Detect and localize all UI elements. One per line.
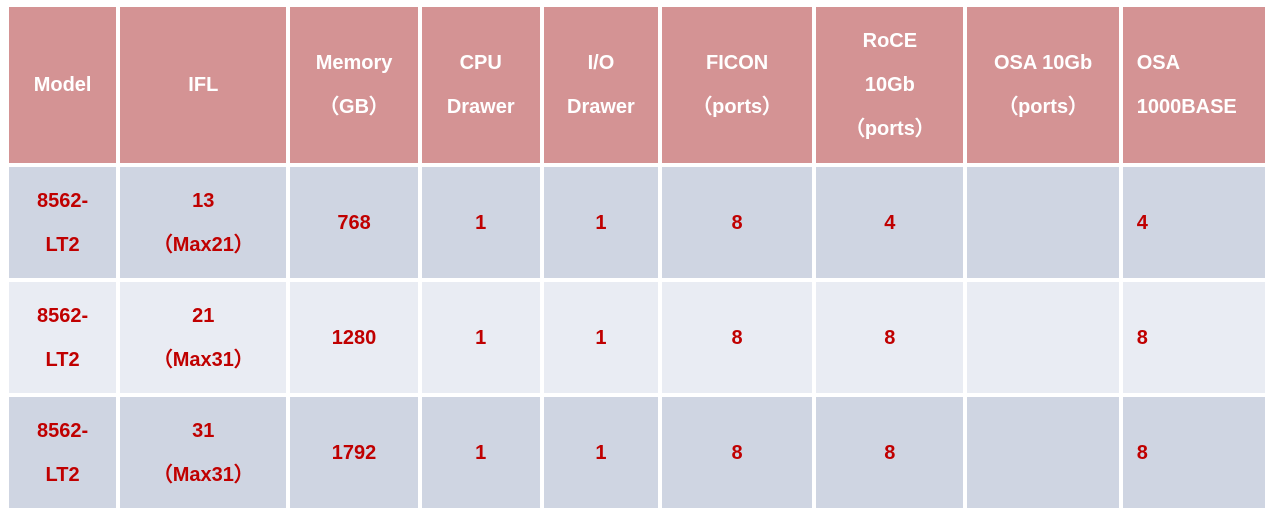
cell-model: 8562- LT2 [9, 282, 117, 393]
cell-memory: 1792 [290, 397, 418, 508]
cell-ficon-ports: 8 [662, 397, 813, 508]
table-row: 8562- LT2 31 （Max31） 1792 1 1 8 8 8 [9, 397, 1265, 508]
header-cell-memory: Memory （GB） [290, 7, 418, 163]
spec-table: Model IFL Memory （GB） CPU Drawer I/O Dra… [5, 3, 1269, 512]
cell-cpu-drawer: 1 [421, 282, 540, 393]
cell-osa-1000base: 4 [1122, 167, 1265, 278]
header-cell-osa-10gb: OSA 10Gb （ports） [967, 7, 1119, 163]
header-row: Model IFL Memory （GB） CPU Drawer I/O Dra… [9, 7, 1265, 163]
cell-roce-ports: 8 [816, 282, 964, 393]
cell-ifl: 13 （Max21） [120, 167, 287, 278]
cell-io-drawer: 1 [543, 282, 658, 393]
cell-memory: 1280 [290, 282, 418, 393]
cell-cpu-drawer: 1 [421, 397, 540, 508]
cell-model: 8562- LT2 [9, 397, 117, 508]
header-cell-model: Model [9, 7, 117, 163]
cell-osa-1000base: 8 [1122, 282, 1265, 393]
table-row: 8562- LT2 21 （Max31） 1280 1 1 8 8 8 [9, 282, 1265, 393]
header-cell-ifl: IFL [120, 7, 287, 163]
cell-model: 8562- LT2 [9, 167, 117, 278]
header-cell-osa-1000base: OSA 1000BASE [1122, 7, 1265, 163]
cell-roce-ports: 4 [816, 167, 964, 278]
page: Model IFL Memory （GB） CPU Drawer I/O Dra… [5, 3, 1269, 512]
cell-io-drawer: 1 [543, 397, 658, 508]
cell-osa-10gb-ports [967, 397, 1119, 508]
header-cell-io-drawer: I/O Drawer [543, 7, 658, 163]
header-cell-ficon: FICON （ports） [662, 7, 813, 163]
cell-cpu-drawer: 1 [421, 167, 540, 278]
cell-ficon-ports: 8 [662, 167, 813, 278]
header-cell-roce-10gb: RoCE 10Gb （ports） [816, 7, 964, 163]
cell-osa-1000base: 8 [1122, 397, 1265, 508]
cell-ficon-ports: 8 [662, 282, 813, 393]
cell-ifl: 31 （Max31） [120, 397, 287, 508]
cell-memory: 768 [290, 167, 418, 278]
table-row: 8562- LT2 13 （Max21） 768 1 1 8 4 4 [9, 167, 1265, 278]
cell-osa-10gb-ports [967, 282, 1119, 393]
cell-ifl: 21 （Max31） [120, 282, 287, 393]
cell-osa-10gb-ports [967, 167, 1119, 278]
cell-roce-ports: 8 [816, 397, 964, 508]
cell-io-drawer: 1 [543, 167, 658, 278]
header-cell-cpu-drawer: CPU Drawer [421, 7, 540, 163]
